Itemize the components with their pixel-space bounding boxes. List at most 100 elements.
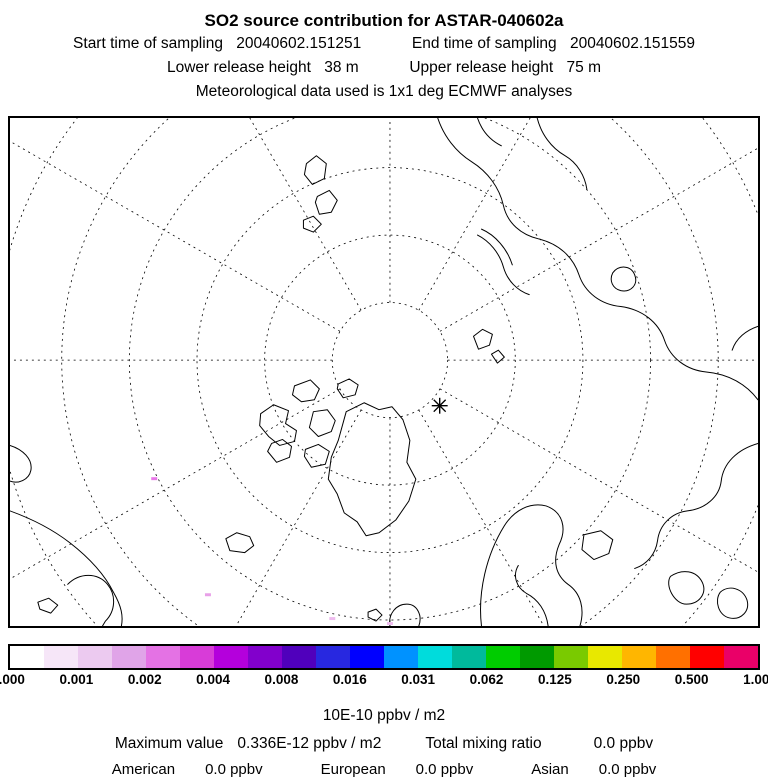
colorbar-segment [486,646,520,668]
coastline-path [490,349,505,364]
coastline-path [303,443,330,468]
meteorology-line: Meteorological data used is 1x1 deg ECMW… [195,83,573,100]
coastline-path [477,234,530,296]
coastline-path [267,438,292,463]
colorbar-tick-label: 0.250 [606,672,641,687]
end-time-label: End time of sampling [411,35,557,52]
colorbar-segment [350,646,384,668]
colorbar-tick-label: 0.062 [469,672,504,687]
total-mixing-ratio-label: Total mixing ratio [425,735,542,752]
coastline-path [731,325,758,351]
maximum-value-label: Maximum value [114,735,224,752]
colorbar-tick-label: 0.500 [674,672,709,687]
graticule [10,118,758,626]
colorbar-tick-label: 0.031 [401,672,436,687]
coastline-path [225,532,255,554]
concentration-speck [151,477,158,481]
concentration-specks [151,477,393,626]
coastline-path [473,328,493,350]
region-european: European 0.0 ppbv [321,758,474,782]
colorbar-tick-label: 0.001 [59,672,94,687]
coastline-path [67,574,115,626]
coastline-path [367,608,383,622]
colorbar-segment [248,646,282,668]
polar-map [10,118,758,626]
region-name: American [111,761,176,778]
coastline-path [480,504,583,626]
colorbar [8,644,760,670]
region-name: European [320,761,386,778]
colorbar-segment [622,646,656,668]
colorbar-segment [44,646,78,668]
plot-page: SO2 source contribution for ASTAR-040602… [0,10,768,782]
coastlines [10,118,758,626]
colorbar-units-label: 10E-10 ppbv / m2 [322,707,446,724]
coastline-path [389,603,421,626]
colorbar-segment [588,646,622,668]
region-value: 0.0 ppbv [415,761,474,778]
coastline-path [634,442,758,569]
region-name: Asian [531,761,569,778]
colorbar-tick-label: 0.008 [264,672,299,687]
colorbar-ticks: 0.000 0.001 0.002 0.004 0.008 0.016 0.031 0.062… [0,672,768,690]
coastline-path [536,118,588,190]
colorbar-segment [418,646,452,668]
coastline-path [10,444,32,483]
end-time-value: 20040602.151559 [569,35,695,52]
plot-title: SO2 source contribution for ASTAR-040602… [204,11,564,30]
colorbar-tick-label: 0.016 [332,672,367,687]
coastline-path [10,510,123,626]
coastline-path [308,409,336,437]
summary-line: Maximum value 0.336E-12 ppbv / m2 Total … [0,732,768,756]
coastline-path [610,266,637,292]
region-value: 0.0 ppbv [205,761,263,778]
coastline-path [314,189,338,215]
colorbar-segment [282,646,316,668]
coastline-path [303,155,327,185]
region-asian: Asian 0.0 ppbv [531,758,656,782]
colorbar-segment [554,646,588,668]
coastline-path [302,215,322,233]
colorbar-segment [10,646,44,668]
colorbar-segment [316,646,350,668]
colorbar-tick-label: 0.000 [0,672,25,687]
coastline-path [477,118,502,147]
lower-release-label: Lower release height [167,59,311,76]
release-heights-line: Lower release height 38 m Upper release … [0,56,768,80]
colorbar-segment [520,646,554,668]
region-american: American 0.0 ppbv [112,758,263,782]
coastline-path [327,402,417,537]
colorbar-segment [452,646,486,668]
concentration-speck [204,593,211,597]
colorbar-segment [384,646,418,668]
colorbar-tick-label: 0.004 [196,672,230,687]
colorbar-tick-label: 0.125 [538,672,572,687]
lower-release-value: 38 m [324,59,359,76]
region-value: 0.0 ppbv [598,761,657,778]
coastline-path [480,228,513,266]
colorbar-segment [78,646,112,668]
coastline-path [515,564,549,626]
regional-ratios-line: American 0.0 ppbv European 0.0 ppbv Asia… [0,758,768,782]
concentration-speck [386,622,393,626]
coastline-path [717,587,749,619]
coastline-path [336,378,359,399]
colorbar-segment [146,646,180,668]
colorbar-segment [214,646,248,668]
colorbar-segment [656,646,690,668]
colorbar-tick-label: 0.002 [127,672,162,687]
coastline-path [291,379,320,403]
maximum-value: 0.336E-12 ppbv / m2 [237,735,382,752]
total-mixing-ratio-value: 0.0 ppbv [593,735,654,752]
upper-release-label: Upper release height [409,59,554,76]
release-location-marker [431,397,448,414]
coastline-path [437,118,758,401]
coastline-path [259,404,297,446]
concentration-speck [329,617,336,621]
sampling-times-line: Start time of sampling 20040602.151251 E… [0,32,768,56]
colorbar-segment [112,646,146,668]
colorbar-tick-label: 1.000 [743,672,768,687]
start-time-value: 20040602.151251 [236,35,362,52]
start-time-label: Start time of sampling [73,35,223,52]
upper-release-value: 75 m [566,59,601,76]
